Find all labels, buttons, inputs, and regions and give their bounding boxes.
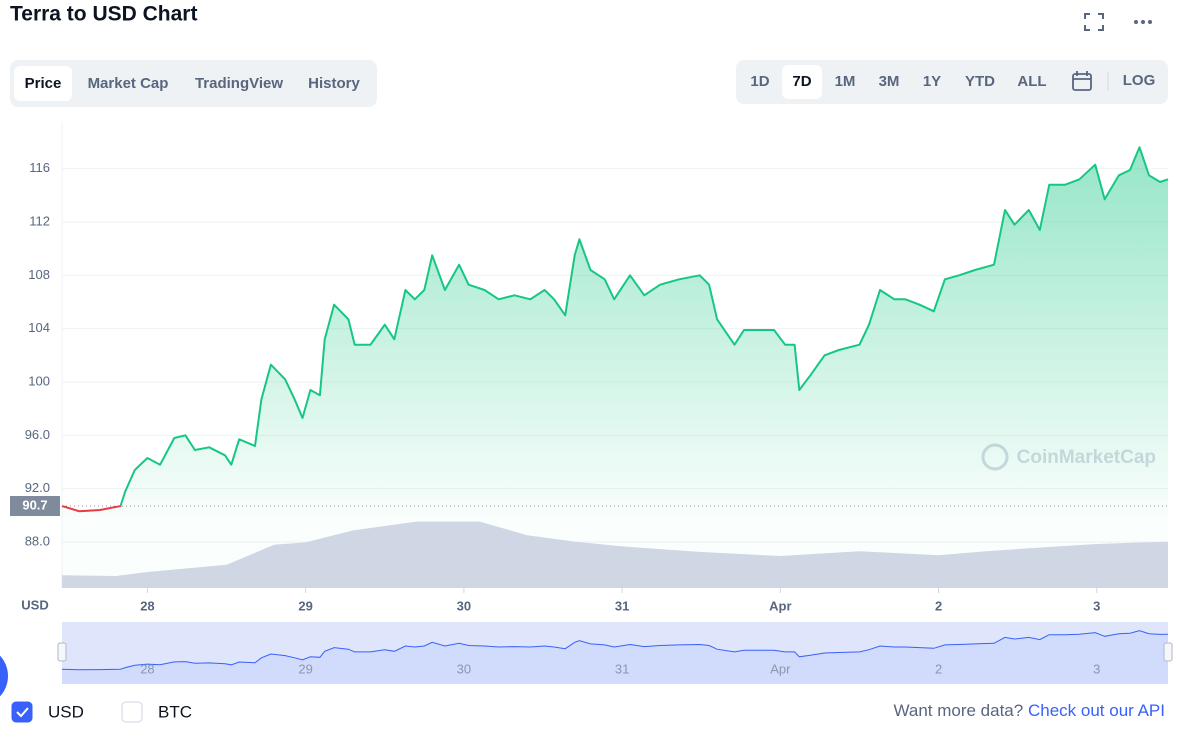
y-tick-label: 92.0 [25, 480, 50, 495]
y-tick-label: 88.0 [25, 533, 50, 548]
tab[interactable]: Market Cap [88, 75, 169, 92]
navigator-handle[interactable] [1163, 642, 1173, 662]
y-axis-unit: USD [21, 597, 48, 612]
x-tick-label: 3 [1093, 598, 1100, 613]
y-tick-label: 100 [28, 373, 50, 388]
x-tick-label: 31 [615, 598, 629, 613]
log-button[interactable]: LOG [1123, 72, 1156, 89]
range-button[interactable]: 1M [835, 73, 856, 90]
api-link[interactable]: Check out our API [1028, 701, 1165, 720]
help-bubble[interactable] [0, 646, 8, 706]
navigator[interactable] [62, 622, 1168, 684]
y-tick-label: 112 [29, 213, 50, 228]
price-area [62, 147, 1168, 589]
navigator-label: 30 [457, 661, 471, 676]
range-button[interactable]: 7D [792, 73, 811, 90]
range-button[interactable]: ALL [1017, 73, 1046, 90]
navigator-label: 31 [615, 661, 629, 676]
checkmark [16, 707, 29, 718]
checkbox[interactable] [121, 701, 143, 723]
navigator-line [61, 630, 1169, 671]
range-button[interactable]: 3M [879, 73, 900, 90]
navigator-area [62, 630, 1168, 684]
y-tick-label: 104 [28, 320, 50, 335]
navigator-label: 3 [1093, 661, 1100, 676]
x-tick-label: 29 [298, 598, 312, 613]
chart-title: Terra to USD Chart [10, 3, 197, 26]
navigator-label: 2 [935, 661, 942, 676]
navigator-label: 28 [140, 661, 154, 676]
more-icon[interactable] [1134, 20, 1152, 24]
api-prompt: Want more data? [893, 701, 1023, 720]
currency-label[interactable]: BTC [158, 702, 192, 721]
navigator-label: Apr [770, 661, 791, 676]
tab[interactable]: Price [25, 75, 62, 92]
y-tick-label: 116 [29, 160, 50, 175]
x-tick-label: 28 [140, 598, 154, 613]
navigator-label: 29 [298, 661, 312, 676]
open-price-label: 90.7 [22, 497, 47, 512]
checkbox[interactable] [11, 701, 33, 723]
api-text: Want more data? Check out our API [893, 701, 1165, 720]
range-active [782, 65, 822, 99]
range-button[interactable]: 1Y [923, 73, 941, 90]
navigator-handle[interactable] [57, 642, 67, 662]
volume-area [62, 521, 1168, 588]
open-price-box [10, 496, 60, 516]
range-button[interactable]: YTD [965, 73, 995, 90]
y-tick-label: 96.0 [25, 427, 50, 442]
tab[interactable]: TradingView [195, 75, 283, 92]
x-tick-label: Apr [769, 598, 791, 613]
tab-bar [10, 60, 377, 107]
range-button[interactable]: 1D [750, 73, 769, 90]
calendar-icon[interactable] [1072, 71, 1092, 91]
tab-active [14, 66, 72, 101]
x-tick-label: 2 [935, 598, 942, 613]
tab[interactable]: History [308, 75, 360, 92]
x-tick-label: 30 [457, 598, 471, 613]
fullscreen-icon[interactable] [1084, 13, 1104, 31]
currency-label[interactable]: USD [48, 702, 84, 721]
range-bar [736, 60, 1168, 104]
price-line [61, 146, 1169, 513]
y-tick-label: 108 [28, 267, 50, 282]
